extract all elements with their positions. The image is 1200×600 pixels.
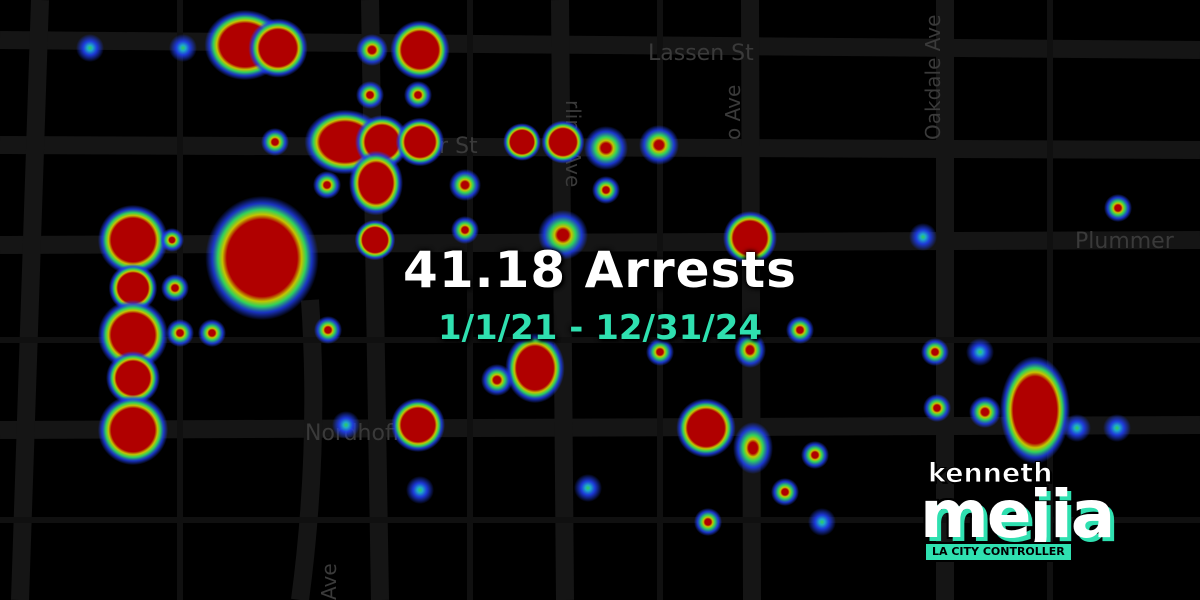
street-line: [0, 31, 1200, 59]
street-line: [741, 0, 761, 600]
heat-spot: [404, 81, 432, 109]
heat-spot: [786, 316, 814, 344]
heat-spot: [391, 398, 445, 452]
heat-spot: [97, 204, 169, 276]
heat-spot: [248, 18, 308, 78]
heat-spot: [1103, 414, 1131, 442]
heat-spot: [160, 228, 184, 252]
heat-spot: [639, 125, 679, 165]
heat-layer: [76, 9, 1132, 536]
heat-spot: [406, 476, 434, 504]
street-line: [0, 416, 1200, 439]
heat-spot: [808, 508, 836, 536]
heat-spot: [921, 338, 949, 366]
date-range: 1/1/21 - 12/31/24: [437, 308, 763, 348]
controller-logo: kenneth mejia LA CITY CONTROLLER: [918, 458, 1148, 570]
street-label-ave: Ave: [317, 563, 341, 600]
heat-spot: [106, 351, 160, 405]
heat-spot: [505, 332, 565, 404]
street-line: [551, 0, 574, 600]
heat-spot: [395, 117, 445, 167]
heat-spot: [449, 169, 481, 201]
heat-spot: [356, 81, 384, 109]
heat-spot: [503, 123, 541, 161]
street-label-oakdale: Oakdale Ave: [921, 15, 945, 140]
heat-spot: [97, 394, 169, 466]
street-label-plummer: Plummer: [1075, 229, 1175, 254]
heat-spot: [771, 478, 799, 506]
heat-spot: [734, 332, 766, 368]
heat-spot: [909, 223, 937, 251]
heat-spot: [723, 211, 777, 265]
heat-spot: [801, 441, 829, 469]
street-label-lassen: Lassen St: [648, 41, 754, 66]
heat-spot: [541, 120, 585, 164]
heat-spot: [166, 319, 194, 347]
heat-spot: [198, 319, 226, 347]
logo-first-name: kenneth: [927, 458, 1053, 490]
logo-last-name: mejia: [920, 476, 1115, 553]
heat-spot: [733, 422, 773, 474]
heat-spot: [966, 338, 994, 366]
heat-spot: [1063, 414, 1091, 442]
heat-spot: [584, 126, 628, 170]
heat-spot: [676, 398, 736, 458]
heat-spot: [354, 219, 396, 261]
heat-spot: [332, 411, 360, 439]
heat-spot: [923, 394, 951, 422]
heat-spot: [451, 216, 479, 244]
street-line: [11, 0, 49, 600]
heat-spot: [169, 34, 197, 62]
heat-spot: [1104, 194, 1132, 222]
heat-spot: [108, 263, 158, 313]
street-line: [0, 231, 1200, 254]
heat-spot: [592, 176, 620, 204]
heat-spot: [574, 474, 602, 502]
heat-spot: [97, 299, 169, 371]
street-label-o-ave: o Ave: [721, 85, 745, 140]
heat-spot: [356, 34, 388, 66]
heat-spot: [390, 20, 450, 80]
heat-spot: [694, 508, 722, 536]
heat-spot: [481, 364, 513, 396]
heat-spot: [538, 210, 588, 260]
heat-spot: [205, 195, 319, 321]
heat-spot: [161, 274, 189, 302]
heat-spot: [314, 316, 342, 344]
heat-spot: [349, 150, 403, 216]
heat-spot: [76, 34, 104, 62]
heat-spot: [999, 356, 1071, 464]
heat-spot: [969, 396, 1001, 428]
heat-spot: [261, 128, 289, 156]
logo-tagline: LA CITY CONTROLLER: [924, 542, 1073, 562]
heat-spot: [646, 338, 674, 366]
arrest-count-title: 41.18 Arrests: [403, 241, 797, 299]
heat-spot: [313, 171, 341, 199]
